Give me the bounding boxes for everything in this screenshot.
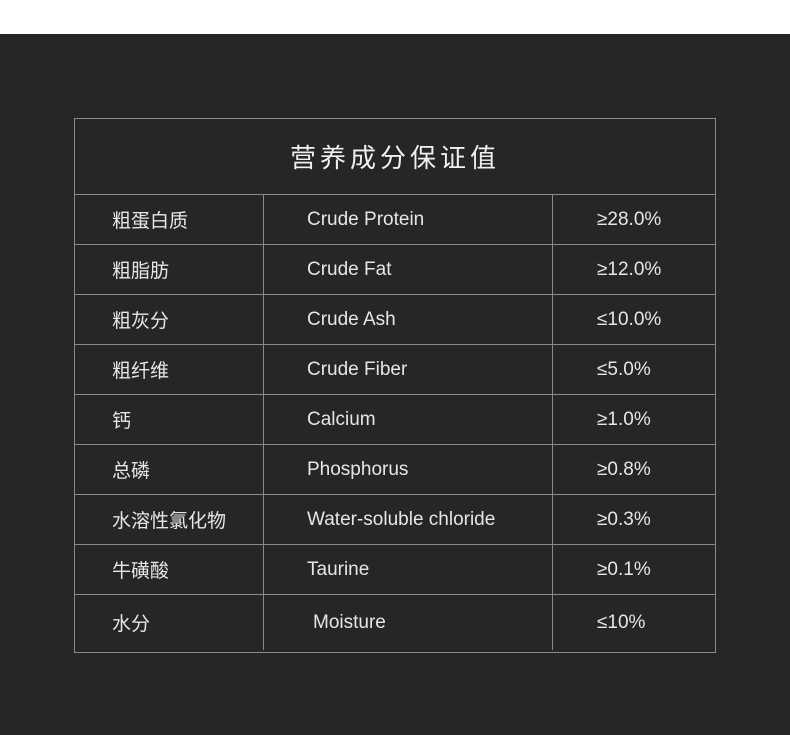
cn-name-cell: 水溶性氯化物 [75, 495, 264, 544]
value-cell: ≤5.0% [597, 358, 651, 380]
value-cell: ≤10% [597, 611, 646, 633]
en-name-cell: Taurine [264, 545, 553, 594]
en-name-cell: Crude Protein [264, 195, 553, 244]
value-cell: ≥28.0% [597, 208, 662, 230]
table-row: 总磷 Phosphorus ≥0.8% [75, 445, 715, 495]
table-row: 钙 Calcium ≥1.0% [75, 395, 715, 445]
value-cell: ≥12.0% [597, 258, 662, 280]
cn-name-cell: 粗脂肪 [75, 245, 264, 294]
cn-name-cell: 粗蛋白质 [75, 195, 264, 244]
en-name-cell: Water-soluble chloride [264, 495, 553, 544]
cn-name-cell: 钙 [75, 395, 264, 444]
en-name-cell: Moisture [264, 595, 553, 650]
en-name-cell: Crude Fat [264, 245, 553, 294]
table-row: 粗脂肪 Crude Fat ≥12.0% [75, 245, 715, 295]
table-row: 粗蛋白质 Crude Protein ≥28.0% [75, 195, 715, 245]
value-cell: ≥0.3% [597, 508, 651, 530]
value-cell: ≥0.1% [597, 558, 651, 580]
table-row: 水溶性氯化物 Water-soluble chloride ≥0.3% [75, 495, 715, 545]
cn-name-cell: 粗灰分 [75, 295, 264, 344]
value-cell: ≥0.8% [597, 458, 651, 480]
table-row: 粗纤维 Crude Fiber ≤5.0% [75, 345, 715, 395]
cn-name-cell: 总磷 [75, 445, 264, 494]
en-name-cell: Crude Ash [264, 295, 553, 344]
en-name-cell: Crude Fiber [264, 345, 553, 394]
table-row: 牛磺酸 Taurine ≥0.1% [75, 545, 715, 595]
cn-name-cell: 水分 [75, 595, 264, 650]
nutrition-table: 营养成分保证值 粗蛋白质 Crude Protein ≥28.0% 粗脂肪 Cr… [74, 118, 716, 653]
table-title: 营养成分保证值 [75, 119, 715, 195]
table-row: 水分 Moisture ≤10% [75, 595, 715, 650]
table-row: 粗灰分 Crude Ash ≤10.0% [75, 295, 715, 345]
cn-name-cell: 粗纤维 [75, 345, 264, 394]
value-cell: ≤10.0% [597, 308, 662, 330]
top-white-strip [0, 0, 790, 34]
value-cell: ≥1.0% [597, 408, 651, 430]
en-name-cell: Calcium [264, 395, 553, 444]
cn-name-cell: 牛磺酸 [75, 545, 264, 594]
en-name-cell: Phosphorus [264, 445, 553, 494]
content-panel [0, 34, 790, 735]
